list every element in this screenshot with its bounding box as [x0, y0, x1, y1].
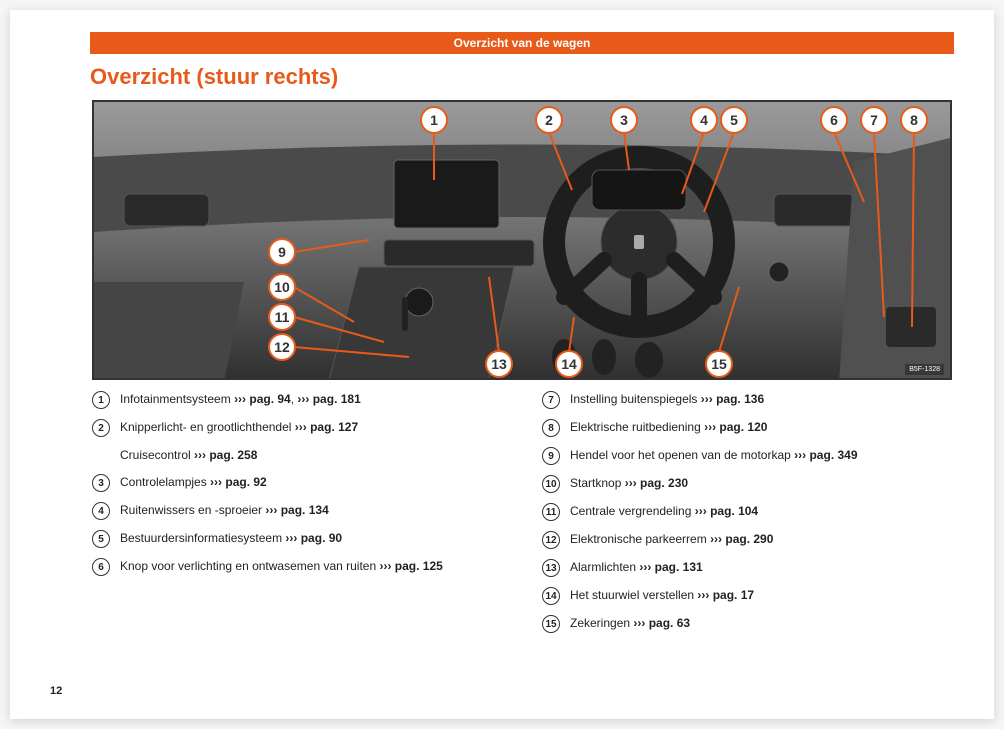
legend-number: 13	[542, 559, 560, 577]
page-ref: ››› pag. 258	[194, 448, 257, 462]
callout-number: 2	[545, 112, 553, 128]
callout-number: 10	[274, 279, 290, 295]
page-ref: ››› pag. 131	[639, 560, 702, 574]
legend-text: Infotainmentsysteem ››› pag. 94, ››› pag…	[120, 390, 502, 408]
page-number: 12	[50, 685, 62, 697]
legend-item: 7 Instelling buitenspiegels ››› pag. 136	[542, 390, 952, 409]
legend-number: 12	[542, 531, 560, 549]
legend-number: 3	[92, 474, 110, 492]
legend-item: 6 Knop voor verlichting en ontwasemen van…	[92, 557, 502, 576]
callout-number: 4	[700, 112, 708, 128]
legend-item: 3 Controlelampjes ››› pag. 92	[92, 473, 502, 492]
legend-number: 5	[92, 530, 110, 548]
callout-number: 15	[711, 356, 727, 372]
legend-number: 2	[92, 419, 110, 437]
page-ref: ››› pag. 125	[379, 559, 442, 573]
legend-number: 10	[542, 475, 560, 493]
legend-number: 6	[92, 558, 110, 576]
legend-text: Elektrische ruitbediening ››› pag. 120	[570, 418, 952, 436]
legend-sub-item: Cruisecontrol ››› pag. 258	[120, 446, 502, 464]
page-ref: ››› pag. 92	[210, 475, 267, 489]
legend-right-column: 7 Instelling buitenspiegels ››› pag. 136 8…	[542, 390, 952, 642]
legend-text: Startknop ››› pag. 230	[570, 474, 952, 492]
legend-number: 4	[92, 502, 110, 520]
legend-text: Instelling buitenspiegels ››› pag. 136	[570, 390, 952, 408]
legend-text: Knipperlicht- en grootlichthendel ››› pa…	[120, 418, 502, 436]
legend-left-column: 1 Infotainmentsysteem ››› pag. 94, ››› pa…	[92, 390, 502, 642]
page-ref: ››› pag. 17	[697, 588, 754, 602]
page-ref: ››› pag. 290	[710, 532, 773, 546]
legend-item: 8 Elektrische ruitbediening ››› pag. 120	[542, 418, 952, 437]
callout-number: 11	[275, 309, 290, 325]
callout-number: 9	[278, 244, 286, 260]
legend-text: Knop voor verlichting en ontwasemen van …	[120, 557, 502, 575]
legend-text: Zekeringen ››› pag. 63	[570, 614, 952, 632]
page-ref: ››› pag. 120	[704, 420, 767, 434]
legend-number: 15	[542, 615, 560, 633]
legend-item: 5 Bestuurdersinformatiesysteem ››› pag. 9…	[92, 529, 502, 548]
legend-number: 9	[542, 447, 560, 465]
legend-number: 14	[542, 587, 560, 605]
page-title: Overzicht (stuur rechts)	[90, 64, 338, 90]
legend-number: 1	[92, 391, 110, 409]
legend-item: 15 Zekeringen ››› pag. 63	[542, 614, 952, 633]
legend-number: 8	[542, 419, 560, 437]
page-ref: ››› pag. 127	[295, 420, 358, 434]
callout-number: 8	[910, 112, 918, 128]
page-ref: ››› pag. 349	[794, 448, 857, 462]
legend-text: Hendel voor het openen van de motorkap ›…	[570, 446, 952, 464]
callout-number: 13	[491, 356, 507, 372]
image-reference: B5F-1328	[905, 364, 944, 375]
dashboard-diagram: 123456789101112131415 B5F-1328	[92, 100, 952, 380]
callout-number: 12	[274, 339, 290, 355]
callout-number: 6	[830, 112, 838, 128]
legend-text: Centrale vergrendeling ››› pag. 104	[570, 502, 952, 520]
page-ref: ››› pag. 230	[625, 476, 688, 490]
legend-item: 1 Infotainmentsysteem ››› pag. 94, ››› pa…	[92, 390, 502, 409]
page-ref: ››› pag. 104	[695, 504, 758, 518]
legend-item: 9 Hendel voor het openen van de motorkap …	[542, 446, 952, 465]
legend-text: Controlelampjes ››› pag. 92	[120, 473, 502, 491]
legend-item: 4 Ruitenwissers en -sproeier ››› pag. 134	[92, 501, 502, 520]
legend-columns: 1 Infotainmentsysteem ››› pag. 94, ››› pa…	[92, 390, 952, 642]
section-header: Overzicht van de wagen	[90, 32, 954, 54]
legend-text: Elektronische parkeerrem ››› pag. 290	[570, 530, 952, 548]
legend-item: 2 Knipperlicht- en grootlichthendel ››› p…	[92, 418, 502, 437]
legend-text: Ruitenwissers en -sproeier ››› pag. 134	[120, 501, 502, 519]
callout-number: 14	[561, 356, 577, 372]
callout-number: 7	[870, 112, 878, 128]
legend-item: 10 Startknop ››› pag. 230	[542, 474, 952, 493]
manual-page: Overzicht van de wagen Overzicht (stuur …	[10, 10, 994, 719]
legend-text: Het stuurwiel verstellen ››› pag. 17	[570, 586, 952, 604]
page-ref: ››› pag. 63	[633, 616, 690, 630]
legend-text: Alarmlichten ››› pag. 131	[570, 558, 952, 576]
page-ref: ››› pag. 136	[701, 392, 764, 406]
legend-item: 12 Elektronische parkeerrem ››› pag. 290	[542, 530, 952, 549]
callout-number: 5	[730, 112, 738, 128]
page-ref: ››› pag. 181	[297, 392, 360, 406]
legend-item: 14 Het stuurwiel verstellen ››› pag. 17	[542, 586, 952, 605]
legend-item: 13 Alarmlichten ››› pag. 131	[542, 558, 952, 577]
page-ref: ››› pag. 94	[234, 392, 291, 406]
callout-number: 3	[620, 112, 628, 128]
page-ref: ››› pag. 90	[285, 531, 342, 545]
callout-number: 1	[430, 112, 438, 128]
legend-number: 11	[542, 503, 560, 521]
legend-item: 11 Centrale vergrendeling ››› pag. 104	[542, 502, 952, 521]
legend-text: Bestuurdersinformatiesysteem ››› pag. 90	[120, 529, 502, 547]
page-ref: ››› pag. 134	[265, 503, 328, 517]
legend-number: 7	[542, 391, 560, 409]
